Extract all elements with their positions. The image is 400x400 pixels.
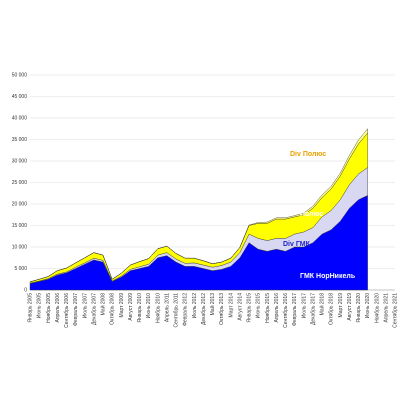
x-tick-label: Декабрь 2007 — [91, 293, 97, 325]
y-tick-label: 5 000 — [14, 266, 27, 272]
x-tick-label: Декабрь 2012 — [201, 293, 207, 325]
x-tick-label: Январь 2010 — [137, 293, 143, 323]
x-tick-label: Август 2009 — [128, 293, 134, 321]
x-tick-label: Октябрь 2008 — [110, 293, 116, 325]
x-tick-label: Ноябрь 2015 — [265, 293, 271, 323]
x-tick-label: Январь 2015 — [247, 293, 253, 323]
series-label: Div Полюс — [290, 151, 326, 158]
x-tick-label: Декабрь 2017 — [310, 293, 316, 325]
x-tick-label: Апрель 2011 — [164, 293, 170, 322]
x-tick-label: Март 2014 — [228, 293, 234, 318]
x-tick-label: Февраль 2012 — [183, 293, 189, 326]
x-tick-label: Сентябрь 2016 — [283, 293, 289, 328]
x-tick-label: Март 2019 — [338, 293, 344, 318]
x-tick-label: Февраль 2017 — [292, 293, 298, 326]
x-tick-label: Июль 2012 — [192, 293, 198, 318]
x-tick-label: Ноябрь 2020 — [374, 293, 380, 323]
y-tick-label: 50 000 — [12, 73, 28, 79]
series-label: ГМК НорНикель — [300, 273, 356, 280]
y-tick-label: 10 000 — [12, 245, 28, 251]
x-tick-label: Сентябрь 2011 — [174, 293, 180, 328]
x-tick-label: Апрель 2006 — [55, 293, 61, 323]
y-tick-label: 40 000 — [12, 116, 28, 122]
x-tick-label: Сентябрь 2006 — [64, 293, 70, 328]
y-tick-label: 45 000 — [12, 94, 28, 100]
y-tick-label: 15 000 — [12, 223, 28, 229]
y-tick-label: 30 000 — [12, 159, 28, 165]
x-tick-label: Июнь 2020 — [365, 293, 371, 318]
x-tick-label: Август 2019 — [347, 293, 353, 321]
x-tick-label: Июль 2017 — [301, 293, 307, 318]
x-tick-label: Май 2008 — [100, 293, 107, 316]
x-tick-label: Апрель 2021 — [383, 293, 389, 323]
x-tick-label: Январь 2020 — [356, 293, 362, 323]
x-tick-label: Март 2009 — [119, 293, 125, 318]
x-tick-label: Сентябрь 2021 — [393, 293, 399, 328]
x-tick-label: Ноябрь 2005 — [46, 293, 52, 323]
y-tick-label: 0 — [24, 288, 27, 294]
y-tick-label: 25 000 — [12, 180, 28, 186]
x-tick-label: Февраль 2007 — [73, 293, 79, 326]
x-tick-label: Октябрь 2018 — [329, 293, 335, 325]
x-tick-label: Май 2013 — [209, 293, 216, 316]
x-tick-label: Июнь 2015 — [256, 293, 262, 318]
x-tick-label: Ноябрь 2010 — [155, 293, 161, 323]
x-tick-label: Июль 2007 — [82, 293, 88, 318]
area — [29, 128, 368, 283]
x-tick-label: Май 2018 — [319, 293, 326, 316]
series-label: Div ГМК — [283, 241, 311, 248]
y-tick-label: 35 000 — [12, 137, 28, 143]
x-tick-label: Июнь 2005 — [37, 293, 43, 318]
series-label: Полюс — [300, 211, 323, 218]
x-tick-label: Апрель 2016 — [274, 293, 280, 323]
x-tick-label: Август 2014 — [237, 293, 243, 321]
x-tick-label: Июнь 2010 — [146, 293, 152, 318]
x-tick-label: Январь 2005 — [28, 293, 34, 323]
x-tick-label: Октябрь 2013 — [219, 293, 225, 325]
y-tick-label: 20 000 — [12, 202, 28, 208]
